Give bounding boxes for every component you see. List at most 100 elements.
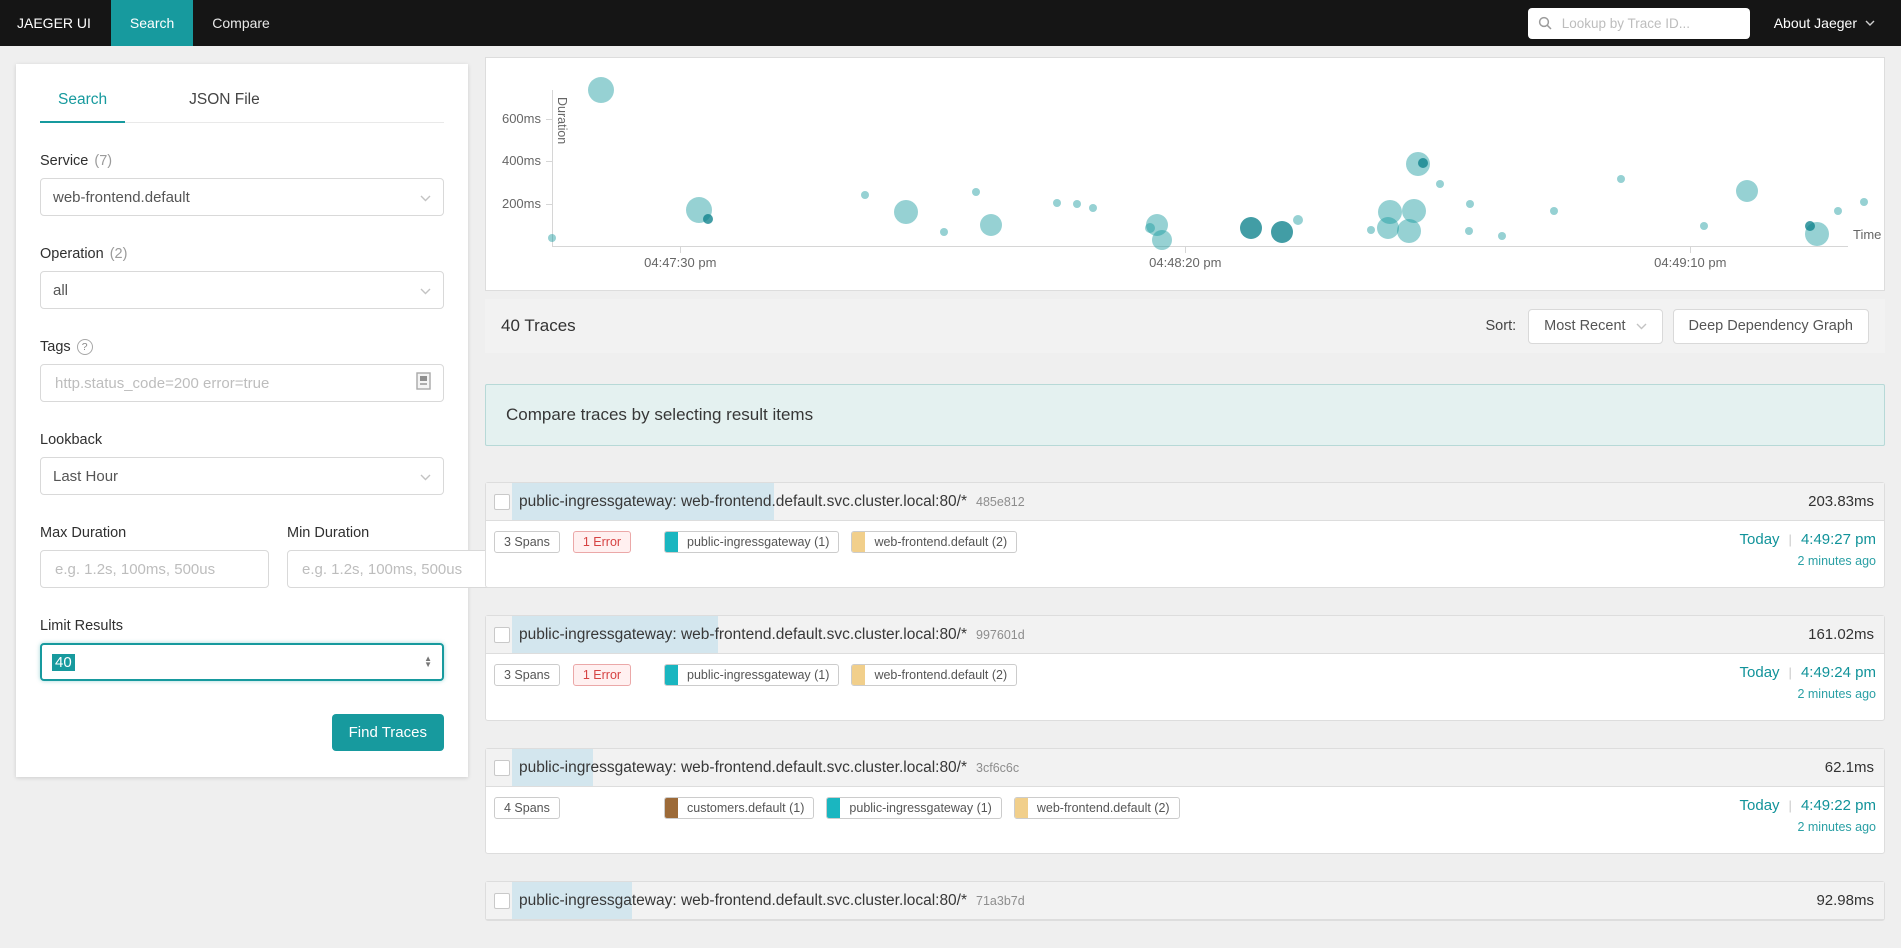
scatter-point[interactable] <box>861 191 870 199</box>
scatter-point[interactable] <box>1239 216 1262 239</box>
scatter-point[interactable] <box>972 188 981 197</box>
scatter-point[interactable] <box>1616 175 1625 184</box>
scatter-point[interactable] <box>1145 213 1168 236</box>
trace-id: 485e812 <box>976 494 1025 509</box>
service-badge-label: customers.default (1) <box>687 801 805 815</box>
trace-duration: 203.83ms <box>1808 493 1874 510</box>
trace-checkbox[interactable] <box>494 493 510 510</box>
scatter-point[interactable] <box>939 227 948 236</box>
error-badge: 1 Error <box>572 531 632 553</box>
scatter-point[interactable] <box>1401 198 1426 223</box>
scatter-point[interactable] <box>1833 206 1842 215</box>
about-jaeger-label: About Jaeger <box>1773 15 1857 31</box>
trace-duration-bar <box>512 616 719 653</box>
limit-results-value: 40 <box>52 653 75 671</box>
service-badge-label: web-frontend.default (2) <box>874 535 1008 549</box>
tags-format-icon[interactable] <box>416 372 431 394</box>
help-icon[interactable]: ? <box>76 339 93 355</box>
deep-dependency-graph-button[interactable]: Deep Dependency Graph <box>1672 308 1869 344</box>
trace-services: public-ingressgateway (1) web-frontend.de… <box>664 531 1740 553</box>
trace-services: public-ingressgateway (1) web-frontend.de… <box>664 664 1740 686</box>
scatter-point[interactable] <box>980 213 1003 236</box>
x-axis-tick <box>1185 246 1187 253</box>
trace-title: public-ingressgateway: web-frontend.defa… <box>519 891 968 909</box>
trace-link[interactable]: public-ingressgateway: web-frontend.defa… <box>512 616 1808 653</box>
y-axis-tick-label: 400ms <box>501 153 541 168</box>
number-stepper[interactable]: ▲ ▼ <box>424 654 432 669</box>
scatter-point[interactable] <box>1435 179 1444 188</box>
trace-link[interactable]: public-ingressgateway: web-frontend.defa… <box>512 483 1808 520</box>
trace-date: Today <box>1739 797 1780 814</box>
scatter-point[interactable] <box>1465 226 1474 235</box>
trace-checkbox[interactable] <box>494 626 510 643</box>
scatter-point[interactable] <box>1053 199 1061 208</box>
scatter-point[interactable] <box>1367 226 1376 235</box>
nav-tab-compare[interactable]: Compare <box>212 15 270 31</box>
scatter-point[interactable] <box>1397 218 1422 243</box>
lookback-select-value: Last Hour <box>53 467 119 485</box>
find-traces-button[interactable]: Find Traces <box>331 714 444 751</box>
max-duration-input[interactable] <box>53 559 256 579</box>
scatter-point[interactable] <box>1378 200 1403 224</box>
span-count-badge: 3 Spans <box>494 664 560 686</box>
scatter-point[interactable] <box>1498 232 1507 240</box>
trace-duration-bar <box>512 483 774 520</box>
scatter-point[interactable] <box>702 214 713 224</box>
tab-json-file[interactable]: JSON File <box>189 91 260 108</box>
trace-link[interactable]: public-ingressgateway: web-frontend.defa… <box>512 749 1825 786</box>
trace-lookup-input[interactable] <box>1559 14 1740 32</box>
search-sidebar: Search JSON File Service (7) web-frontend… <box>16 64 516 777</box>
scatter-point[interactable] <box>1073 199 1082 208</box>
scatter-point[interactable] <box>1089 203 1098 212</box>
tab-search[interactable]: Search <box>40 78 126 123</box>
y-axis-title: Duration <box>555 97 569 145</box>
scatter-point[interactable] <box>1144 222 1155 233</box>
trace-datetime-link[interactable]: Today | 4:49:22 pm <box>1740 797 1876 814</box>
service-badge: web-frontend.default (2) <box>851 531 1018 553</box>
scatter-point[interactable] <box>1152 230 1173 251</box>
lookback-select[interactable]: Last Hour <box>40 457 444 495</box>
trace-checkbox[interactable] <box>494 892 510 909</box>
trace-time: 4:49:24 pm <box>1800 664 1876 681</box>
results-header-bar: 40 Traces Sort: Most Recent Deep Depende… <box>485 299 1885 353</box>
scatter-point[interactable] <box>1700 222 1709 231</box>
x-axis-line <box>552 246 1848 247</box>
scatter-point[interactable] <box>1735 179 1758 202</box>
service-select[interactable]: web-frontend.default <box>40 178 444 216</box>
min-duration-input[interactable] <box>300 559 503 579</box>
chevron-down-icon <box>1865 20 1875 26</box>
service-color-block <box>1014 798 1028 818</box>
trace-datetime-link[interactable]: Today | 4:49:24 pm <box>1740 664 1876 681</box>
trace-result-list: public-ingressgateway: web-frontend.defa… <box>485 482 1885 921</box>
scatter-point[interactable] <box>1293 215 1304 226</box>
trace-duration: 62.1ms <box>1824 759 1874 776</box>
scatter-point[interactable] <box>1377 216 1400 239</box>
trace-body: 4 Spans customers.default (1) public-ingr… <box>486 787 1884 853</box>
scatter-point[interactable] <box>1859 198 1868 206</box>
nav-tab-search[interactable]: Search <box>110 0 194 46</box>
span-count-badge: 3 Spans <box>494 531 560 553</box>
scatter-point[interactable] <box>1549 206 1558 215</box>
x-axis-tick <box>1690 246 1692 253</box>
app-logo[interactable]: JAEGER UI <box>17 15 91 31</box>
sort-select[interactable]: Most Recent <box>1528 308 1663 344</box>
about-jaeger-menu[interactable]: About Jaeger <box>1774 15 1875 31</box>
scatter-point[interactable] <box>548 233 556 242</box>
service-badge: public-ingressgateway (1) <box>664 664 840 686</box>
scatter-point[interactable] <box>1805 221 1816 232</box>
limit-results-input[interactable]: 40 ▲ ▼ <box>40 643 444 681</box>
scatter-point[interactable] <box>588 77 615 104</box>
trace-header: public-ingressgateway: web-frontend.defa… <box>486 483 1884 521</box>
scatter-point[interactable] <box>1271 220 1294 243</box>
trace-checkbox[interactable] <box>494 759 510 776</box>
trace-datetime-link[interactable]: Today | 4:49:27 pm <box>1740 531 1876 548</box>
scatter-point[interactable] <box>893 200 918 224</box>
trace-header: public-ingressgateway: web-frontend.defa… <box>486 616 1884 654</box>
scatter-point[interactable] <box>1417 158 1428 169</box>
service-badge-label: public-ingressgateway (1) <box>849 801 992 815</box>
trace-relative-time: 2 minutes ago <box>1797 554 1876 568</box>
operation-select[interactable]: all <box>40 271 444 309</box>
scatter-point[interactable] <box>1466 199 1475 208</box>
trace-link[interactable]: public-ingressgateway: web-frontend.defa… <box>512 882 1816 919</box>
tags-input[interactable] <box>53 373 408 393</box>
